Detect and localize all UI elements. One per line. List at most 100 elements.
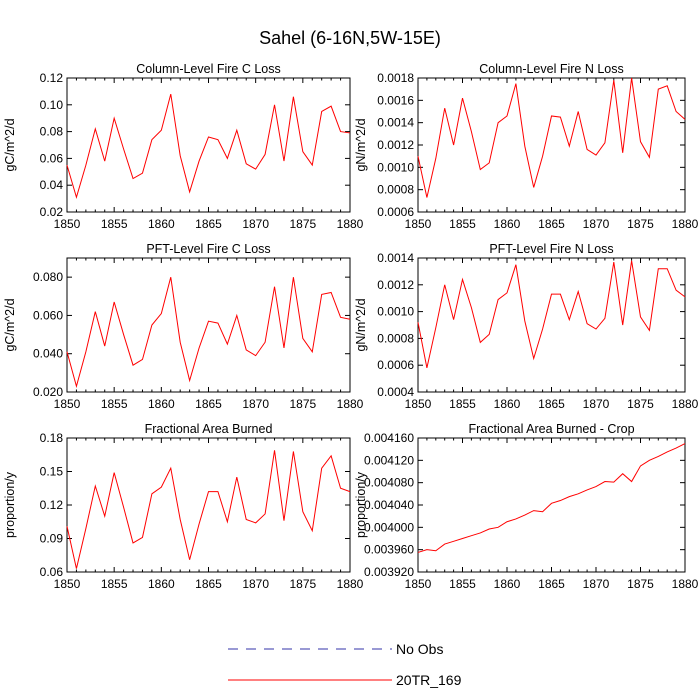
x-tick-label: 1860 bbox=[494, 577, 521, 591]
x-tick-label: 1850 bbox=[405, 577, 432, 591]
x-tick-label: 1860 bbox=[494, 217, 521, 231]
y-tick-label: 0.12 bbox=[40, 498, 64, 512]
y-tick-label: 0.004160 bbox=[364, 431, 414, 445]
y-axis-label: gN/m^2/d bbox=[354, 298, 368, 351]
y-axis-label: proportion/y bbox=[3, 471, 17, 538]
chart-title: PFT-Level Fire C Loss bbox=[146, 242, 270, 256]
x-tick-label: 1850 bbox=[405, 217, 432, 231]
x-tick-label: 1865 bbox=[195, 577, 222, 591]
y-tick-label: 0.08 bbox=[40, 125, 64, 139]
x-tick-label: 1880 bbox=[337, 577, 364, 591]
y-tick-label: 0.0006 bbox=[377, 205, 414, 219]
chart-title: Column-Level Fire N Loss bbox=[479, 62, 624, 76]
x-tick-label: 1850 bbox=[54, 217, 81, 231]
x-tick-label: 1870 bbox=[242, 397, 269, 411]
chart-panel-2: Column-Level Fire N Loss gN/m^2/d 1850 1855… bbox=[354, 62, 699, 231]
x-tick-label: 1870 bbox=[583, 577, 610, 591]
plot-frame bbox=[66, 437, 351, 573]
plot-frame bbox=[417, 257, 686, 393]
x-tick-label: 1855 bbox=[101, 397, 128, 411]
y-tick-label: 0.0016 bbox=[377, 93, 414, 107]
x-tick-label: 1880 bbox=[672, 397, 699, 411]
x-tick-label: 1865 bbox=[195, 397, 222, 411]
x-tick-label: 1875 bbox=[627, 217, 654, 231]
y-tick-label: 0.004120 bbox=[364, 453, 414, 467]
x-tick-label: 1865 bbox=[538, 217, 565, 231]
y-tick-label: 0.004000 bbox=[364, 520, 414, 534]
y-tick-label: 0.09 bbox=[40, 532, 64, 546]
y-tick-label: 0.0010 bbox=[377, 305, 414, 319]
y-tick-label: 0.15 bbox=[40, 465, 64, 479]
x-tick-label: 1855 bbox=[449, 397, 476, 411]
chart-panel-5: Fractional Area Burned proportion/y 1850 18… bbox=[3, 422, 364, 591]
series-line-20tr-169 bbox=[66, 93, 351, 200]
figure-title: Sahel (6-16N,5W-15E) bbox=[259, 28, 441, 48]
series-line-20tr-169 bbox=[417, 77, 686, 198]
y-tick-label: 0.020 bbox=[33, 385, 63, 399]
x-tick-label: 1875 bbox=[289, 217, 316, 231]
x-tick-label: 1880 bbox=[337, 217, 364, 231]
y-tick-label: 0.02 bbox=[40, 205, 64, 219]
chart-title: Column-Level Fire C Loss bbox=[136, 62, 281, 76]
series-line-20tr-169 bbox=[66, 277, 351, 389]
x-tick-label: 1860 bbox=[148, 397, 175, 411]
legend-label-no-obs: No Obs bbox=[396, 641, 443, 657]
x-tick-label: 1855 bbox=[101, 217, 128, 231]
plot-frame bbox=[66, 77, 351, 213]
chart-panel-3: PFT-Level Fire C Loss gC/m^2/d 1850 1855 186… bbox=[3, 242, 364, 411]
x-tick-label: 1880 bbox=[337, 397, 364, 411]
x-tick-label: 1870 bbox=[242, 577, 269, 591]
x-tick-label: 1870 bbox=[242, 217, 269, 231]
x-tick-label: 1875 bbox=[627, 397, 654, 411]
y-axis-label: gC/m^2/d bbox=[3, 298, 17, 351]
x-tick-label: 1875 bbox=[289, 577, 316, 591]
chart-panel-6: Fractional Area Burned - Crop proportion/… bbox=[354, 422, 699, 591]
y-tick-label: 0.004080 bbox=[364, 476, 414, 490]
y-tick-label: 0.004040 bbox=[364, 498, 414, 512]
y-axis-label: gN/m^2/d bbox=[354, 118, 368, 171]
y-tick-label: 0.04 bbox=[40, 178, 64, 192]
y-tick-label: 0.0004 bbox=[377, 385, 414, 399]
legend: No Obs 20TR_169 bbox=[228, 641, 462, 688]
chart-panel-4: PFT-Level Fire N Loss gN/m^2/d 1850 1855 186… bbox=[354, 242, 699, 411]
x-tick-label: 1850 bbox=[405, 397, 432, 411]
x-tick-label: 1860 bbox=[148, 217, 175, 231]
y-tick-label: 0.18 bbox=[40, 431, 64, 445]
plot-frame bbox=[417, 437, 686, 573]
y-tick-label: 0.0018 bbox=[377, 71, 414, 85]
y-axis-label: gC/m^2/d bbox=[3, 118, 17, 171]
x-tick-label: 1875 bbox=[627, 577, 654, 591]
y-tick-label: 0.06 bbox=[40, 565, 64, 579]
x-tick-label: 1855 bbox=[101, 577, 128, 591]
y-tick-label: 0.080 bbox=[33, 270, 63, 284]
chart-title: PFT-Level Fire N Loss bbox=[489, 242, 613, 256]
x-tick-label: 1855 bbox=[449, 217, 476, 231]
y-tick-label: 0.0014 bbox=[377, 116, 414, 130]
y-tick-label: 0.0008 bbox=[377, 183, 414, 197]
y-tick-label: 0.0012 bbox=[377, 278, 414, 292]
y-tick-label: 0.0010 bbox=[377, 160, 414, 174]
x-tick-label: 1870 bbox=[583, 217, 610, 231]
x-tick-label: 1855 bbox=[449, 577, 476, 591]
y-tick-label: 0.0014 bbox=[377, 251, 414, 265]
chart-title: Fractional Area Burned - Crop bbox=[468, 422, 634, 436]
x-tick-label: 1865 bbox=[538, 397, 565, 411]
y-tick-label: 0.0012 bbox=[377, 138, 414, 152]
x-tick-label: 1880 bbox=[672, 217, 699, 231]
y-tick-label: 0.040 bbox=[33, 347, 63, 361]
x-tick-label: 1880 bbox=[672, 577, 699, 591]
x-tick-label: 1865 bbox=[538, 577, 565, 591]
plot-frame bbox=[417, 77, 686, 213]
x-tick-label: 1850 bbox=[54, 577, 81, 591]
y-tick-label: 0.0008 bbox=[377, 331, 414, 345]
chart-panel-1: Column-Level Fire C Loss gC/m^2/d 1850 1855… bbox=[3, 62, 364, 231]
chart-title: Fractional Area Burned bbox=[145, 422, 273, 436]
x-tick-label: 1865 bbox=[195, 217, 222, 231]
y-tick-label: 0.060 bbox=[33, 308, 63, 322]
y-tick-label: 0.003920 bbox=[364, 565, 414, 579]
y-tick-label: 0.003960 bbox=[364, 543, 414, 557]
x-tick-label: 1850 bbox=[54, 397, 81, 411]
x-tick-label: 1875 bbox=[289, 397, 316, 411]
series-line-20tr-169 bbox=[417, 443, 686, 553]
